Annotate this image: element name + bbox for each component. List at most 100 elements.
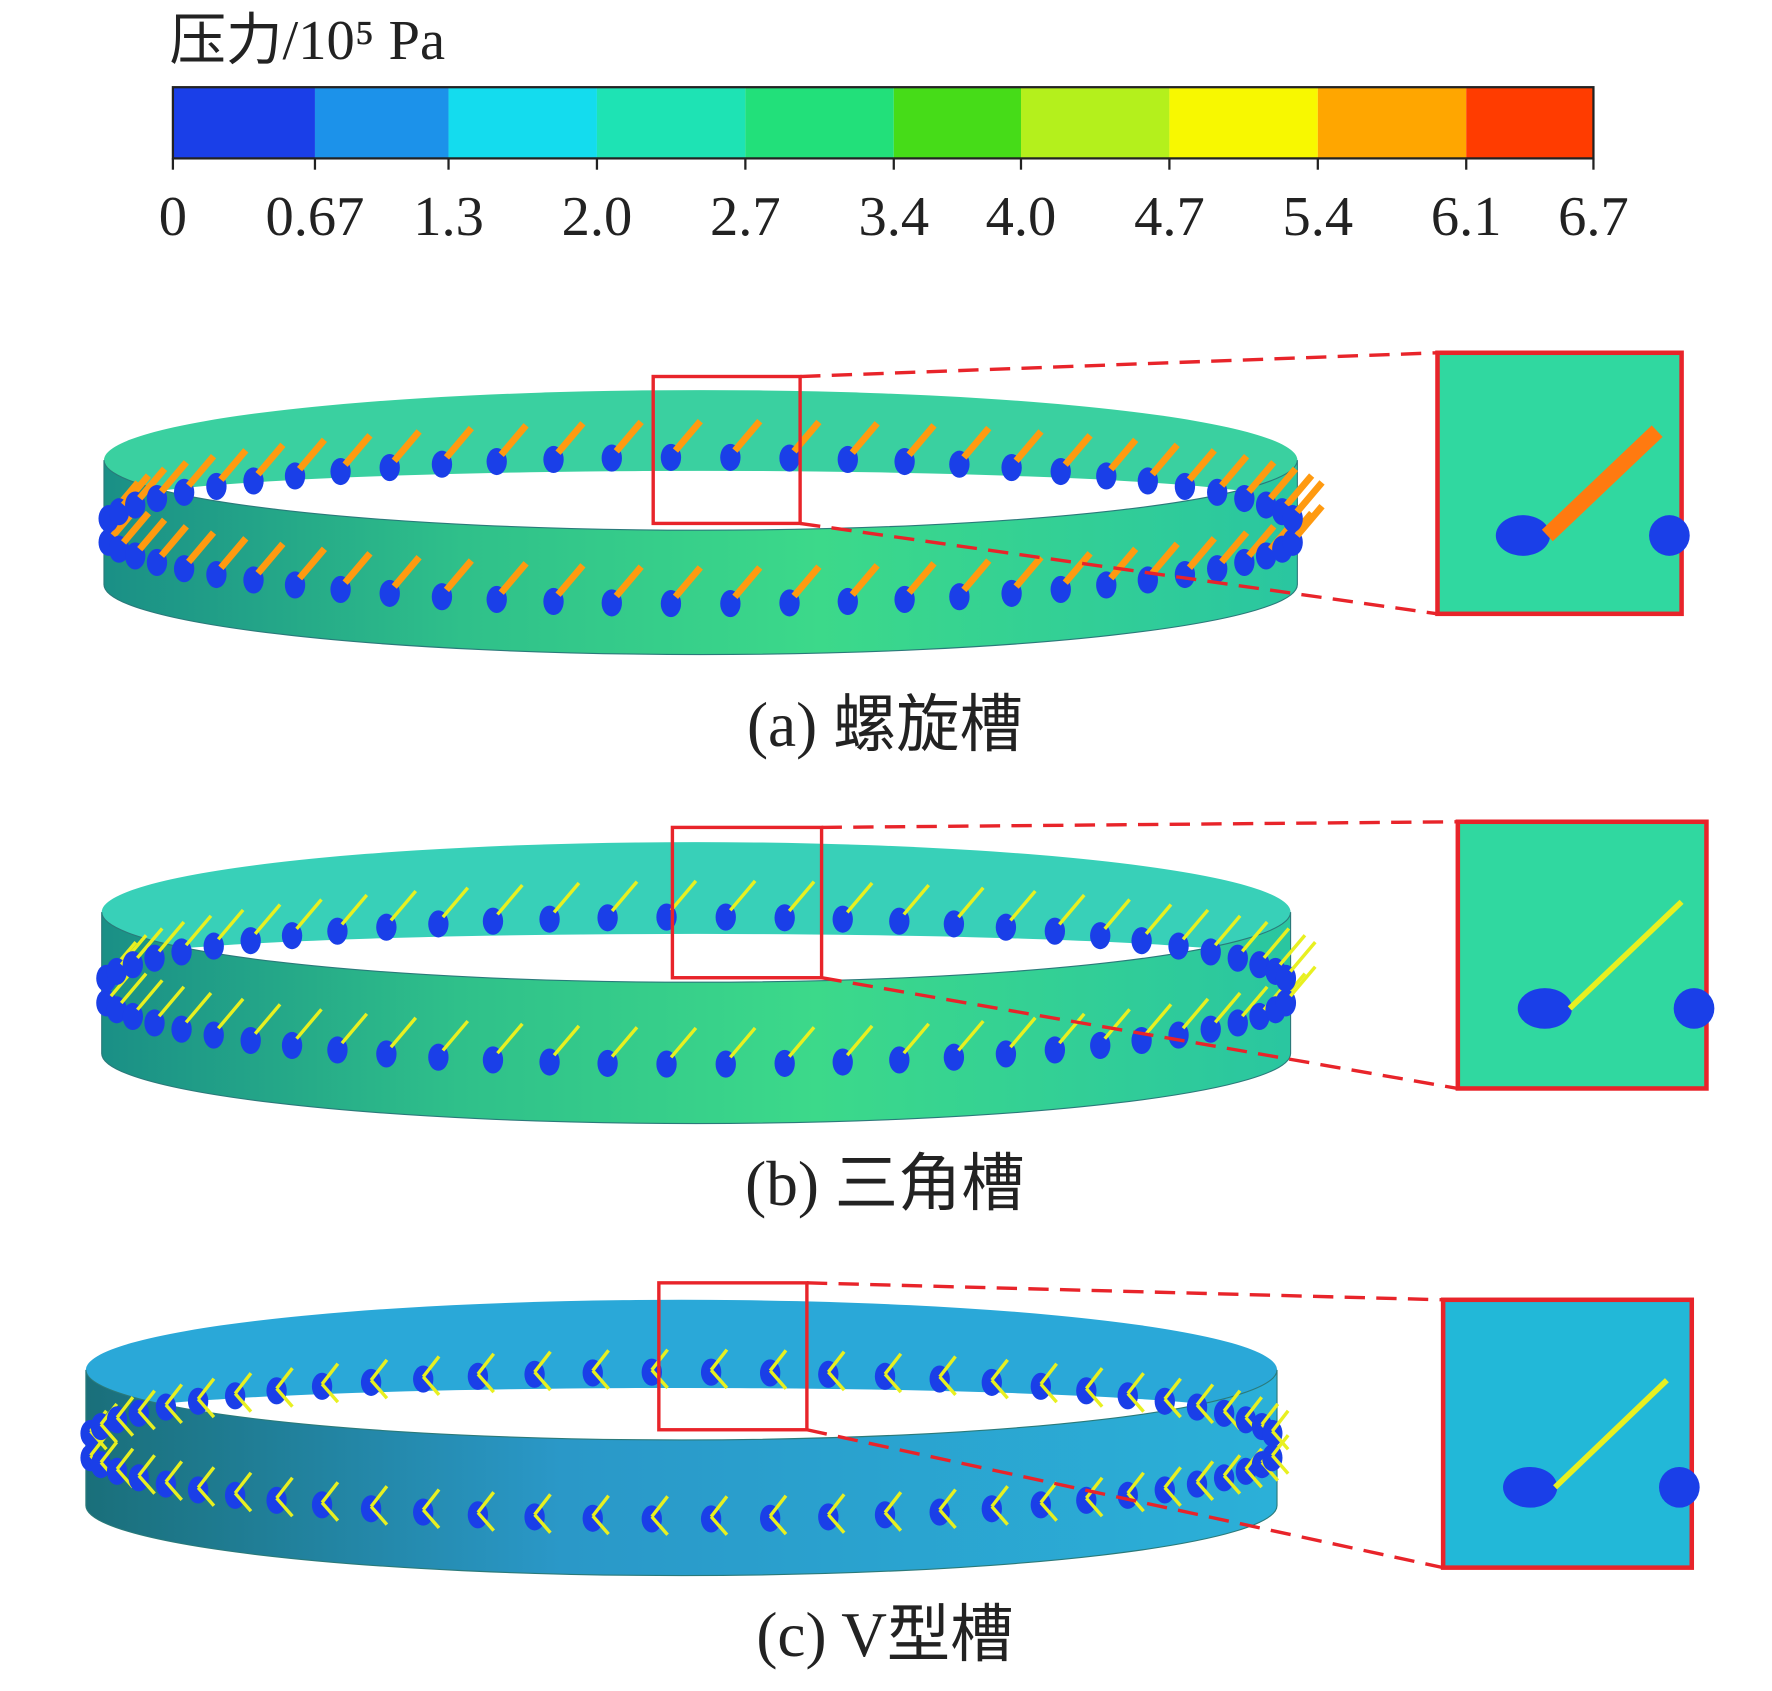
- groove: [137, 466, 168, 501]
- groove: [906, 423, 937, 457]
- zoom-view: [1435, 350, 1684, 617]
- groove: [391, 429, 422, 463]
- groove: [184, 991, 213, 1024]
- color-segment: [745, 87, 894, 159]
- groove: [552, 881, 581, 914]
- groove: [1284, 473, 1315, 508]
- groove: [768, 1494, 788, 1536]
- ring: [96, 819, 1715, 1125]
- groove: [218, 448, 249, 482]
- tick-label: 0.67: [266, 186, 365, 248]
- tick-label: 3.4: [858, 186, 929, 248]
- color-segment: [448, 87, 597, 159]
- tick-label: 4.0: [986, 186, 1057, 248]
- groove: [184, 914, 213, 947]
- groove: [443, 558, 474, 593]
- ring-hole: [113, 470, 1289, 537]
- color-segment: [596, 87, 746, 159]
- groove: [728, 1026, 757, 1059]
- groove: [164, 1460, 184, 1501]
- ring-band: [103, 460, 1298, 656]
- groove: [275, 1367, 294, 1408]
- groove: [253, 903, 282, 935]
- groove: [613, 564, 644, 599]
- zoom-line: [806, 1281, 1444, 1302]
- groove: [158, 524, 189, 558]
- groove: [555, 421, 586, 455]
- caption: (a) 螺旋槽: [747, 690, 1023, 760]
- groove: [1084, 1367, 1104, 1408]
- groove: [826, 1493, 846, 1534]
- groove: [196, 1466, 216, 1507]
- groove: [555, 563, 586, 597]
- groove: [883, 1491, 903, 1532]
- groove: [498, 423, 529, 457]
- groove: [1126, 1372, 1145, 1413]
- tick-label: 4.7: [1134, 186, 1205, 248]
- groove: [186, 530, 217, 565]
- groove: [1278, 934, 1307, 966]
- caption: (b) 三角槽: [745, 1149, 1024, 1219]
- groove: [1144, 1003, 1173, 1035]
- groove: [115, 1396, 135, 1437]
- colorbar-frame: [171, 86, 1595, 160]
- groove: [136, 927, 164, 959]
- groove: [421, 1355, 441, 1396]
- color-segment: [1317, 87, 1467, 159]
- groove: [1219, 453, 1250, 488]
- groove: [496, 883, 524, 916]
- groove: [164, 1383, 184, 1425]
- groove: [1009, 889, 1037, 922]
- groove: [732, 419, 763, 453]
- rings: [80, 350, 1715, 1577]
- tick-label: 2.0: [562, 186, 633, 248]
- groove: [672, 419, 703, 453]
- groove: [938, 1488, 957, 1530]
- zoom-low: [1673, 988, 1715, 1029]
- groove: [1009, 1016, 1037, 1049]
- zoom-line: [821, 820, 1458, 830]
- groove: [496, 1022, 524, 1055]
- groove: [990, 1358, 1009, 1400]
- groove: [533, 1350, 552, 1392]
- groove: [961, 558, 992, 593]
- zoom-low: [1658, 1466, 1700, 1508]
- zoom-line: [821, 976, 1459, 1091]
- groove: [255, 442, 286, 477]
- groove: [216, 997, 245, 1030]
- groove: [1213, 914, 1242, 947]
- groove: [849, 421, 880, 455]
- groove: [441, 1019, 470, 1052]
- groove: [1149, 541, 1180, 576]
- tick-label: 0: [159, 186, 187, 248]
- groove: [732, 565, 763, 599]
- groove: [137, 1389, 156, 1431]
- groove: [902, 1022, 930, 1055]
- groove: [1103, 898, 1131, 930]
- zoom-groove: [1541, 425, 1663, 542]
- groove: [1289, 965, 1317, 998]
- groove: [1186, 536, 1217, 570]
- groove: [791, 564, 822, 599]
- groove: [186, 453, 217, 488]
- groove: [849, 563, 880, 597]
- groove: [1108, 546, 1139, 581]
- groove: [533, 1493, 552, 1534]
- groove: [1144, 903, 1173, 935]
- groove: [961, 425, 992, 460]
- caption: (c) V型槽: [756, 1600, 1013, 1670]
- groove: [1294, 480, 1325, 515]
- groove: [1108, 437, 1139, 472]
- groove: [476, 1352, 496, 1394]
- groove: [296, 437, 328, 472]
- groove: [613, 419, 644, 454]
- focus-box: [651, 374, 802, 526]
- groove: [1181, 908, 1210, 941]
- groove: [906, 561, 937, 595]
- groove: [1058, 1012, 1086, 1045]
- groove: [938, 1355, 957, 1396]
- groove: [902, 883, 930, 916]
- groove: [255, 541, 286, 576]
- color-segment: [1020, 87, 1170, 159]
